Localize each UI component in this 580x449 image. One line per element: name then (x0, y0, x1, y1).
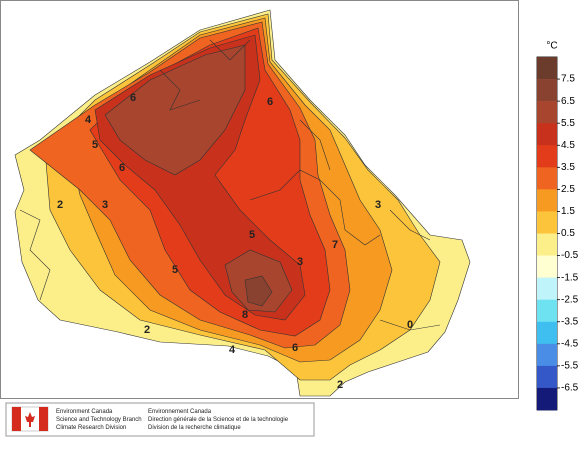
legend-label: -0.5 (561, 250, 579, 261)
colorbar-bin (537, 387, 557, 411)
footer-fr: Division de la recherche climatique (148, 425, 241, 431)
contour-label: 5 (92, 139, 98, 151)
legend-unit: °C (546, 41, 557, 52)
legend-label: -6.5 (561, 383, 579, 394)
footer-text: Environment Canada Science and Technology… (56, 409, 289, 431)
contour-labels: 6 4 6 5 6 3 2 5 5 7 3 8 2 4 6 2 0 3 (57, 92, 413, 391)
region (244, 275, 273, 307)
footer-fr: Direction générale de la Science et de l… (148, 417, 289, 423)
contour-label: 5 (249, 229, 255, 241)
legend-label: -1.5 (561, 272, 579, 283)
contour-label: 7 (332, 239, 338, 251)
contour-label: 6 (130, 92, 136, 104)
legend-label: -3.5 (561, 316, 579, 327)
contour-label: 5 (172, 264, 178, 276)
legend-label: 2.5 (561, 184, 575, 195)
contour-label: 4 (229, 344, 236, 356)
legend-label: -5.5 (561, 361, 579, 372)
colorbar-bin (537, 79, 557, 102)
contour-label: 8 (242, 309, 248, 321)
contour-label: 3 (102, 199, 108, 211)
contour-label: 6 (119, 162, 125, 174)
colorbar-bin (537, 343, 557, 367)
colorbar: 7.5 6.5 5.5 4.5 3.5 2.5 1.5 0.5 -0.5 -1.5 -2.5 -3.5… (537, 57, 579, 411)
colorbar-bin (537, 299, 557, 323)
footer-box (5, 402, 315, 437)
contour-label: 6 (267, 96, 273, 108)
colorbar-bin (537, 189, 557, 212)
legend-label: 3.5 (561, 162, 575, 173)
contour-label: 3 (375, 199, 381, 211)
contour-label: 2 (57, 199, 63, 211)
contour-label: 2 (144, 324, 150, 336)
coastline (19, 39, 441, 331)
colorbar-bin (537, 57, 557, 80)
flag-band (12, 407, 21, 431)
contour-label: 6 (292, 342, 298, 354)
contour-label: 3 (297, 256, 303, 268)
contour-label: 4 (85, 114, 92, 126)
legend-label: 4.5 (561, 140, 575, 151)
colorbar-bin (537, 145, 557, 168)
colorbar-bin (537, 101, 557, 124)
legend-label: 1.5 (561, 206, 575, 217)
contour-label: 0 (407, 319, 413, 331)
legend-label: 7.5 (561, 74, 575, 85)
legend-label: 6.5 (561, 96, 575, 107)
colorbar-bin (537, 365, 557, 389)
footer-en: Science and Technology Branch (56, 417, 142, 423)
legend-label: -2.5 (561, 294, 579, 305)
map (14, 9, 471, 397)
footer-en: Climate Research Division (56, 425, 126, 431)
flag-band (39, 407, 48, 431)
contour-label: 2 (337, 379, 343, 391)
colorbar-bin (537, 321, 557, 345)
colorbar-bin (537, 211, 557, 234)
legend-label: 0.5 (561, 228, 575, 239)
legend-label: 5.5 (561, 118, 575, 129)
colorbar-bin (537, 233, 557, 256)
maple-leaf (25, 412, 35, 427)
colorbar-bin (537, 277, 557, 300)
colorbar-bin (537, 255, 557, 278)
region (104, 44, 293, 313)
legend-label: -4.5 (561, 338, 579, 349)
colorbar-bin (537, 167, 557, 190)
colorbar-bin (537, 123, 557, 146)
footer-fr: Environnement Canada (148, 409, 212, 415)
footer-en: Environment Canada (56, 409, 113, 415)
